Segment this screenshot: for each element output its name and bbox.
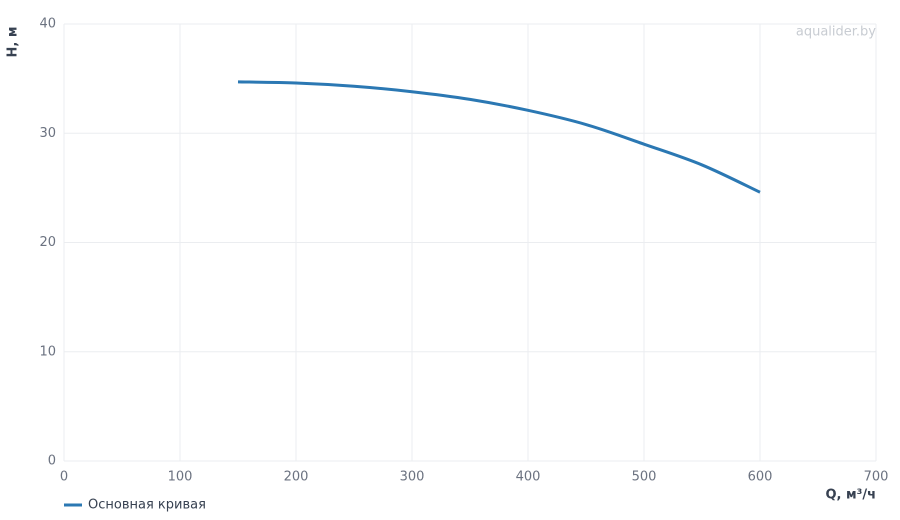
y-tick-label: 30 xyxy=(39,126,56,141)
x-tick-label: 400 xyxy=(516,470,541,485)
line-series xyxy=(237,80,761,194)
x-tick-label: 300 xyxy=(400,470,425,485)
y-tick-label: 20 xyxy=(39,235,56,250)
legend-label: Основная кривая xyxy=(88,498,206,513)
y-tick-label: 0 xyxy=(48,454,56,469)
x-tick-label: 500 xyxy=(632,470,657,485)
y-axis-title: H, м xyxy=(6,27,21,58)
x-tick-label: 200 xyxy=(284,470,309,485)
x-tick-label: 700 xyxy=(864,470,889,485)
x-axis-title: Q, м³/ч xyxy=(825,488,876,503)
x-tick-label: 600 xyxy=(748,470,773,485)
x-tick-label: 100 xyxy=(168,470,193,485)
watermark: aqualider.by xyxy=(796,25,876,40)
y-tick-label: 40 xyxy=(39,17,56,32)
x-tick-label: 0 xyxy=(60,470,68,485)
y-tick-label: 10 xyxy=(39,344,56,359)
